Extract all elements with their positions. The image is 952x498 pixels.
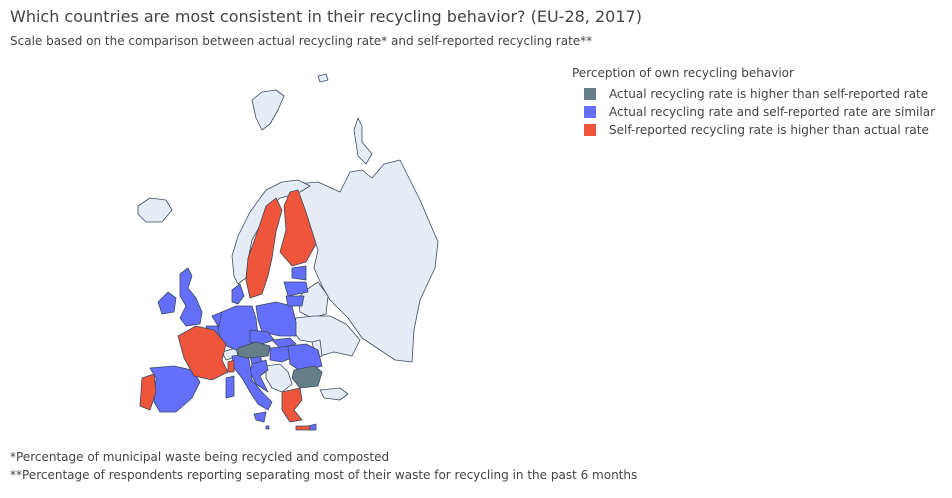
country-poland[interactable] <box>255 301 297 337</box>
chart-subtitle: Scale based on the comparison between ac… <box>10 34 593 48</box>
country-crete[interactable] <box>295 425 311 431</box>
country-russia[interactable] <box>289 159 439 363</box>
legend-title: Perception of own recycling behavior <box>572 66 794 80</box>
country-greece[interactable] <box>281 387 303 423</box>
non-eu-countries <box>137 73 439 401</box>
country-svalbard[interactable] <box>251 89 285 131</box>
country-romania[interactable] <box>287 343 323 373</box>
country-sicily[interactable] <box>253 411 267 423</box>
legend: Perception of own recycling behavior Act… <box>572 66 935 139</box>
country-turkey[interactable] <box>319 387 349 401</box>
country-ireland[interactable] <box>157 291 177 315</box>
country-ukraine[interactable] <box>291 315 361 357</box>
legend-label-self-reported-higher: Self-reported recycling rate is higher t… <box>609 123 929 137</box>
country-italy[interactable] <box>231 353 273 411</box>
country-denmark[interactable] <box>231 283 245 305</box>
country-latvia[interactable] <box>283 281 309 297</box>
country-finland[interactable] <box>279 189 317 267</box>
footnote-actual-rate: *Percentage of municipal waste being rec… <box>10 450 390 464</box>
country-iceland[interactable] <box>137 197 173 223</box>
legend-swatch-actual-higher <box>584 88 596 100</box>
country-sardinia[interactable] <box>225 375 235 399</box>
country-united-kingdom[interactable] <box>179 267 203 327</box>
country-austria[interactable] <box>237 341 271 359</box>
country-czechia[interactable] <box>249 329 275 345</box>
country-sweden[interactable] <box>245 197 283 299</box>
similar-countries <box>149 265 323 431</box>
legend-swatch-similar <box>584 106 596 118</box>
legend-item-similar[interactable]: Actual recycling rate and self-reported … <box>584 103 935 121</box>
country-france[interactable] <box>177 325 229 381</box>
country-lithuania[interactable] <box>285 295 305 307</box>
footnote-self-reported-rate: **Percentage of respondents reporting se… <box>10 468 638 482</box>
legend-label-similar: Actual recycling rate and self-reported … <box>609 105 936 119</box>
country-corsica[interactable] <box>227 359 235 373</box>
country-portugal[interactable] <box>139 373 157 411</box>
chart-title: Which countries are most consistent in t… <box>10 7 642 26</box>
actual-higher-countries <box>237 341 323 389</box>
country-estonia[interactable] <box>291 265 307 281</box>
country-malta[interactable] <box>265 425 270 430</box>
country-franz-josef[interactable] <box>317 73 329 83</box>
legend-swatch-self-reported-higher <box>584 124 596 136</box>
legend-label-actual-higher: Actual recycling rate is higher than sel… <box>609 87 929 101</box>
country-balkans[interactable] <box>265 363 293 393</box>
country-novaya-zemlya[interactable] <box>353 117 373 165</box>
country-bulgaria[interactable] <box>291 365 323 389</box>
legend-item-actual-higher[interactable]: Actual recycling rate is higher than sel… <box>584 85 935 103</box>
self-reported-higher-countries <box>139 189 317 431</box>
country-norway[interactable] <box>231 179 311 285</box>
legend-item-self-reported-higher[interactable]: Self-reported recycling rate is higher t… <box>584 121 935 139</box>
